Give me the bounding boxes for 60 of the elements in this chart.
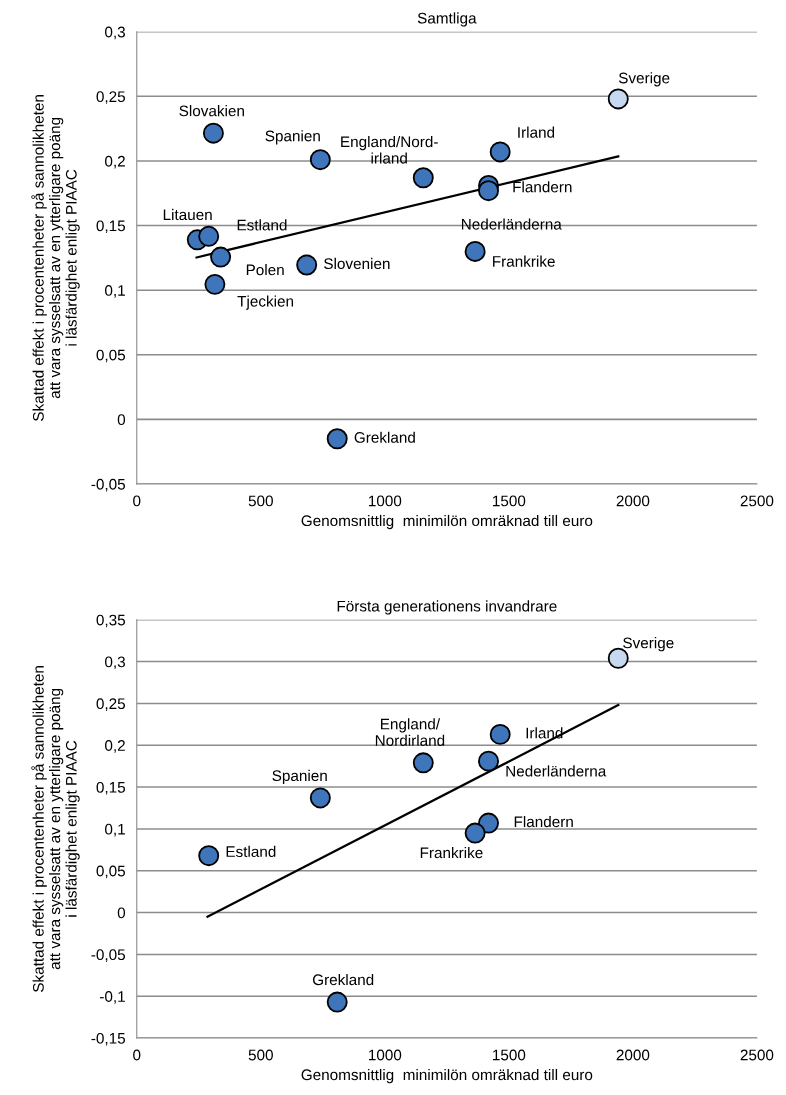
y-tick-label: 0,2 — [105, 740, 125, 753]
y-tick-label: 0,15 — [96, 781, 126, 795]
annotation: Flandern — [514, 815, 573, 828]
annotation: Irland — [526, 727, 563, 739]
y-tick-label: 0,05 — [96, 865, 126, 879]
y-tick-label: -0,05 — [91, 949, 126, 962]
y-tick-label: 0 — [117, 414, 126, 426]
y-tick-label: 0 — [117, 907, 126, 919]
x-axis-title: Genomsnittlig minimilön omräknad till euro — [301, 514, 593, 530]
x-tick-label: 1000 — [369, 495, 402, 507]
y-axis-title: Skattad effekt i procentenheter på sannolikheten att vara sysselsatt av en ytterligare poäng i läsfärdighet enligt PIAAC — [31, 666, 80, 992]
y-tick-label: 0,25 — [96, 698, 126, 711]
annotation: England/ Nordirland — [375, 718, 445, 746]
x-tick-label: 500 — [248, 495, 273, 507]
y-tick-label: 0,1 — [105, 285, 125, 298]
x-tick-label: 500 — [248, 1049, 273, 1061]
x-tick-label: 2000 — [616, 495, 650, 507]
y-tick-label: 0,3 — [105, 656, 125, 670]
x-tick-label: 2000 — [616, 1049, 650, 1061]
y-tick-label: 0,1 — [105, 823, 125, 837]
annotation: Nederländerna — [506, 765, 607, 777]
x-tick-label: 0 — [133, 495, 141, 507]
chart-title: Första generationens invandrare — [337, 600, 557, 615]
annotation: Polen — [246, 264, 284, 276]
x-tick-label: 0 — [133, 1049, 141, 1061]
annotation: Sverige — [623, 637, 674, 652]
y-tick-label: -0,15 — [91, 1032, 126, 1046]
x-tick-label: 2500 — [740, 1049, 774, 1061]
annotation: England/Nord- irland — [341, 135, 438, 164]
annotation: Estland — [237, 219, 287, 231]
x-tick-label: 1000 — [369, 1049, 402, 1061]
annotation: Estland — [226, 845, 276, 858]
annotation: Flandern — [513, 181, 572, 193]
y-tick-label: -0,1 — [100, 991, 125, 1004]
y-tick-label: 0,05 — [96, 349, 126, 363]
annotation: Sverige — [618, 72, 670, 87]
x-tick-label: 1500 — [493, 495, 526, 507]
annotation: Nederländerna — [461, 218, 562, 230]
annotation: Tjeckien — [237, 295, 294, 310]
annotation: Irland — [518, 126, 555, 138]
y-axis-title: Skattad effekt i procentenheter på sannolikheten att vara sysselsatt av en ytterligare poäng i läsfärdighet enligt PIAAC — [31, 95, 80, 421]
y-tick-label: 0,25 — [96, 91, 126, 104]
annotation: Slovenien — [324, 257, 390, 270]
y-tick-label: -0,05 — [91, 478, 126, 492]
chart-title: Samtliga — [417, 12, 477, 27]
x-tick-label: 2500 — [740, 495, 774, 507]
annotation: Spanien — [272, 769, 327, 785]
annotation: Frankrike — [420, 846, 483, 859]
y-tick-label: 0,35 — [96, 614, 126, 628]
x-tick-label: 1500 — [493, 1049, 526, 1061]
annotation: Spanien — [265, 130, 320, 145]
y-tick-label: 0,2 — [105, 155, 125, 169]
annotation: Grekland — [312, 973, 374, 986]
annotation: Litauen — [163, 208, 212, 221]
annotation: Slovakien — [179, 105, 244, 117]
annotation: Grekland — [354, 431, 415, 443]
x-axis-title: Genomsnittlig minimilön omräknad till euro — [301, 1068, 593, 1084]
y-tick-label: 0,3 — [105, 26, 125, 40]
y-tick-label: 0,15 — [96, 220, 126, 234]
annotation: Frankrike — [493, 255, 555, 267]
